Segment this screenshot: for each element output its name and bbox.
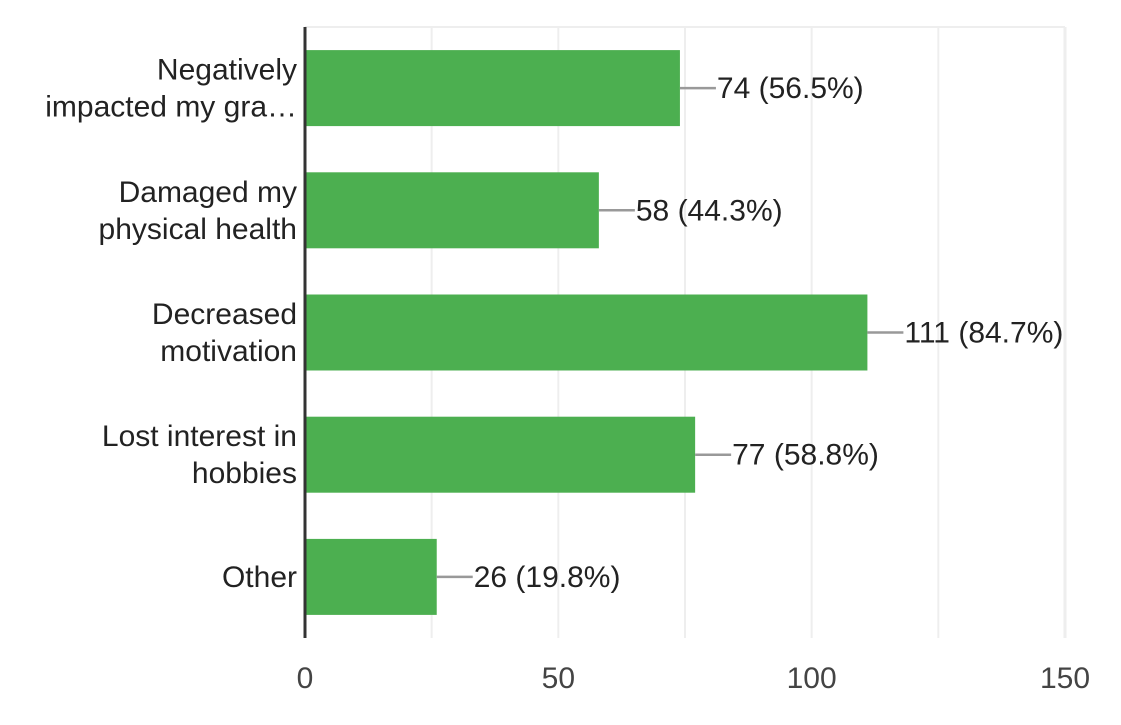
category-label-line: Lost interest in <box>102 420 297 453</box>
category-label-line: impacted my gra… <box>45 91 297 124</box>
x-tick-label: 100 <box>787 662 837 695</box>
category-label: Damaged my physical health <box>99 176 297 246</box>
bar <box>305 538 437 615</box>
leader-lines <box>436 86 904 579</box>
category-label-line: Other <box>222 561 297 594</box>
x-tick-labels: 0 50 100 150 <box>297 662 1090 695</box>
category-label: Negatively impacted my gra… <box>45 54 297 124</box>
data-label: 77 (58.8%) <box>732 439 879 472</box>
x-tick-label: 150 <box>1040 662 1090 695</box>
bars <box>305 50 868 615</box>
data-label: 58 (44.3%) <box>636 194 783 227</box>
data-label: 26 (19.8%) <box>474 561 621 594</box>
grid-lines <box>305 26 1067 638</box>
data-label: 74 (56.5%) <box>717 72 864 105</box>
data-label: 111 (84.7%) <box>904 317 1063 350</box>
bar <box>305 172 599 249</box>
bar <box>305 294 868 371</box>
bar <box>305 50 680 127</box>
category-labels: Negatively impacted my gra… Damaged my phys… <box>45 54 297 594</box>
category-label-line: Decreased <box>152 298 297 331</box>
category-label-line: Damaged my <box>119 176 297 209</box>
x-tick-label: 50 <box>542 662 575 695</box>
category-label-line: motivation <box>160 335 297 368</box>
data-labels: 74 (56.5%) 58 (44.3%) 111 (84.7%) 77 (58.8%… <box>474 72 1064 594</box>
category-label-line: Negatively <box>157 54 297 87</box>
category-label-line: physical health <box>99 213 297 246</box>
category-label: Other <box>222 561 297 594</box>
category-label: Lost interest in hobbies <box>102 420 297 490</box>
category-label: Decreased motivation <box>152 298 297 368</box>
bar <box>305 416 696 493</box>
category-label-line: hobbies <box>192 457 297 490</box>
x-tick-label: 0 <box>297 662 314 695</box>
